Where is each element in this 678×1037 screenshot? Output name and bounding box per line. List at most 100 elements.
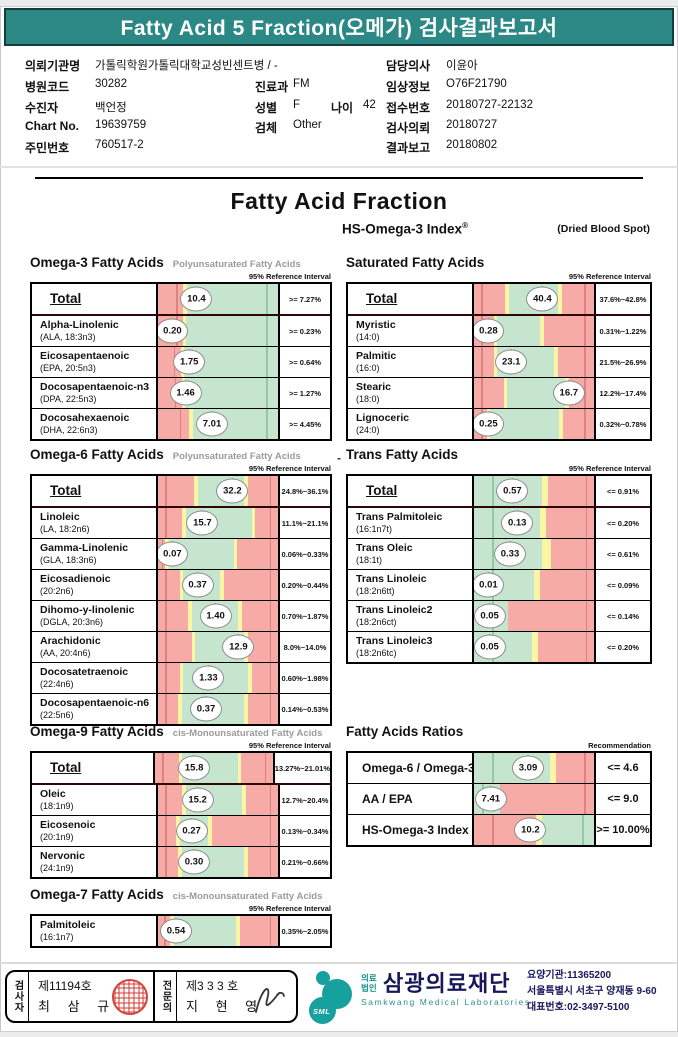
- gauge-segments: [158, 284, 278, 314]
- section-omega3: Omega-3 Fatty Acids Polyunsaturated Fatty…: [30, 254, 332, 441]
- gauge-bar: ↑↓3.09: [474, 753, 596, 783]
- section-ratios: Fatty Acids Ratios Recommendation Omega-6 …: [346, 723, 652, 847]
- gauge-segment: [540, 508, 546, 538]
- registered-mark: ®: [462, 221, 468, 230]
- patient-field-value: O76F21790: [446, 78, 507, 90]
- gauge-segments: [158, 785, 278, 815]
- fatty-acid-name: Lignoceric: [356, 412, 410, 424]
- patient-info-row: 수진자 백언정 성별 F 나이 42 접수번호 20180727-22132: [0, 99, 678, 116]
- gauge-tick: [584, 347, 586, 377]
- gauge-segment: [561, 284, 594, 314]
- gauge-segment: [241, 785, 246, 815]
- gauge-tick: [492, 476, 494, 506]
- gauge-bar: ↑↓0.54: [158, 916, 280, 946]
- specialist-cert-no: 제3 3 3 호: [186, 979, 239, 993]
- gauge-tick: [266, 316, 268, 346]
- fatty-acid-formula: (24:1n9): [40, 863, 74, 873]
- gauge-bar: ↑↓10.2: [474, 815, 596, 845]
- patient-field-value: 백언정: [95, 102, 127, 114]
- gauge-tick: [269, 632, 272, 662]
- gauge-segment: [158, 663, 180, 693]
- fatty-acid-name: HS-Omega-3 Index: [362, 823, 469, 837]
- fatty-acid-name: Oleic: [40, 788, 66, 800]
- reference-interval: 0.13%~0.34%: [280, 816, 330, 846]
- gauge-bar: ↑↓0.33: [474, 539, 596, 569]
- patient-field-value: 가톨릭학원가톨릭대학교성빈센트병 / -: [95, 60, 278, 72]
- fatty-acid-formula: (22:5n6): [40, 710, 74, 720]
- patient-field-label: 성별: [255, 101, 278, 115]
- fatty-acid-name: Alpha-Linolenic: [40, 319, 119, 331]
- gauge-table: Omega-6 / Omega-3↑↓3.09<= 4.6 AA / EPA ↑↓7…: [346, 751, 652, 847]
- table-row: Total ↑↓15.813.27%~21.01%: [32, 753, 330, 783]
- report-banner: Fatty Acid 5 Fraction(오메가) 검사결과보고서: [4, 8, 674, 46]
- table-row: Myristic(14:0)↑↓0.280.31%~1.22%: [348, 314, 650, 346]
- gauge-tick: [269, 508, 272, 538]
- fatty-acid-formula: (LA, 18:2n6): [40, 524, 90, 534]
- fatty-acid-formula: (18:1n9): [40, 801, 74, 811]
- patient-field-label: 검사의뢰: [386, 121, 431, 135]
- gauge-bar: ↑↓0.13: [474, 508, 596, 538]
- gauge-segment: [158, 847, 179, 877]
- value-bubble: 16.7: [552, 380, 585, 406]
- gauge-segment: [237, 539, 278, 569]
- patient-field-value: 42: [363, 99, 376, 111]
- gauge-segments: [158, 632, 278, 662]
- label-cell: Nervonic (24:1n9): [32, 847, 158, 877]
- label-cell: Myristic (14:0): [348, 316, 474, 346]
- value-bubble: 3.09: [512, 755, 544, 781]
- logo-blob-bottom-icon: [309, 997, 336, 1024]
- gauge-tick: [585, 539, 588, 569]
- patient-field-value: 이윤아: [446, 60, 478, 72]
- label-cell: Stearic (18:0): [348, 378, 474, 408]
- reference-header-label: Recommendation: [588, 741, 651, 750]
- logo-sml-text: SML: [313, 1007, 331, 1016]
- reference-interval: 0.31%~1.22%: [596, 316, 650, 346]
- table-row: Stearic(18:0)↑↓16.712.2%~17.4%: [348, 377, 650, 408]
- reference-interval: <= 0.20%: [596, 508, 650, 538]
- gauge-segment: [244, 694, 248, 724]
- value-bubble: 7.41: [474, 786, 507, 812]
- table-row: Alpha-Linolenic(ALA, 18:3n3)↑↓0.20>= 0.2…: [32, 314, 330, 346]
- patient-field-label: 병원코드: [25, 80, 70, 94]
- reference-interval: >= 10.00%: [596, 815, 650, 845]
- fatty-acid-name: Eicosadienoic: [40, 573, 111, 585]
- gauge-tick: [492, 539, 494, 569]
- gauge-segment: [247, 663, 252, 693]
- gauge-segment: [179, 663, 184, 693]
- reference-interval: 0.35%~2.05%: [280, 916, 330, 946]
- gauge-bar: ↑↓0.01: [474, 570, 596, 600]
- gauge-bar: ↑↓0.05: [474, 601, 596, 631]
- table-row: Palmitoleic(16:1n7)↑↓0.540.35%~2.05%: [32, 916, 330, 946]
- gauge-segments: [474, 347, 594, 377]
- label-cell: Eicosapentaenoic (EPA, 20:5n3): [32, 347, 158, 377]
- gauge-tick: [269, 601, 272, 631]
- gauge-bar: ↑↓1.33: [158, 663, 280, 693]
- total-label: Total: [50, 291, 82, 306]
- reference-interval: >= 4.45%: [280, 409, 330, 439]
- gauge-tick: [584, 753, 586, 783]
- label-cell: Trans Linoleic (18:2n6tt): [348, 570, 474, 600]
- gauge-tick: [165, 816, 167, 846]
- section-header: Saturated Fatty Acids 95% Reference Inter…: [346, 254, 652, 282]
- gauge-segment: [188, 601, 192, 631]
- examiner-cert-no: 제11194호: [38, 979, 92, 993]
- gauge-bar: ↑↓7.01: [158, 409, 280, 439]
- value-bubble: 0.05: [474, 603, 506, 629]
- gauge-segment: [247, 694, 278, 724]
- gauge-segment: [191, 632, 196, 662]
- org-type-line1: 의료: [361, 973, 377, 983]
- gauge-segments: [155, 753, 273, 783]
- gauge-segment: [534, 570, 540, 600]
- reference-interval: <= 9.0: [596, 784, 650, 814]
- gauge-segment: [158, 409, 190, 439]
- specialist-role-label: 전문의: [160, 980, 171, 1013]
- fatty-acid-name: Palmitoleic: [40, 919, 96, 931]
- label-cell: Alpha-Linolenic (ALA, 18:3n3): [32, 316, 158, 346]
- lab-name-english: Samkwang Medical Laboratories: [361, 997, 531, 1007]
- total-label: Total: [366, 483, 398, 498]
- total-label: Total: [50, 760, 82, 775]
- gauge-tick: [269, 539, 272, 569]
- label-cell: Eicosadienoic (20:2n6): [32, 570, 158, 600]
- gauge-tick: [266, 284, 268, 314]
- gauge-table: Total↑↓40.437.6%~42.8%Myristic(14:0)↑↓0.…: [346, 282, 652, 441]
